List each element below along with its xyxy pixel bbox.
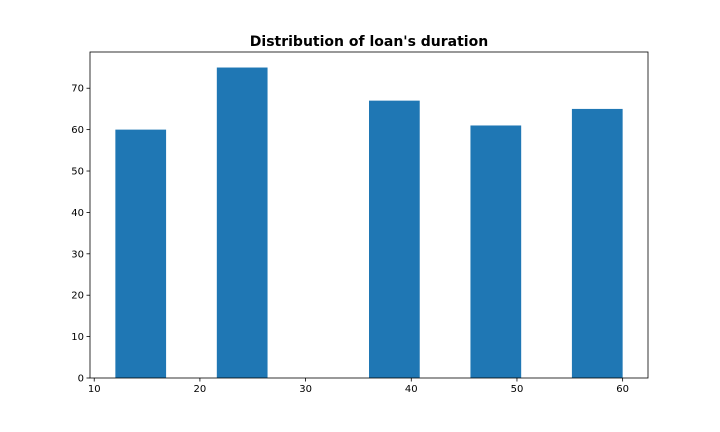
y-tick-label: 30 [71,249,84,260]
x-tick-label: 20 [194,384,207,395]
x-tick-label: 40 [405,384,418,395]
y-tick-label: 20 [71,291,84,302]
y-axis-ticks: 0 10 20 30 40 50 60 70 [71,84,90,385]
histogram-bar-7 [470,125,522,378]
y-tick-label: 40 [71,208,84,219]
bars-group [115,67,623,379]
y-tick-label: 50 [71,167,84,178]
y-tick-label: 60 [71,125,84,136]
histogram-bar-9 [571,108,623,379]
chart-title: Distribution of loan's duration [250,34,488,50]
x-tick-label: 10 [88,384,101,395]
y-tick-label: 0 [78,374,84,385]
y-tick-label: 10 [71,332,84,343]
x-tick-label: 50 [511,384,524,395]
x-axis-ticks: 10 20 30 40 50 60 [88,378,629,395]
x-tick-label: 30 [299,384,312,395]
plot-frame [89,51,649,379]
histogram-bar-2 [216,67,268,379]
x-tick-label: 60 [616,384,629,395]
y-tick-label: 70 [71,84,84,95]
histogram-bar-0 [115,129,167,378]
histogram-bar-5 [369,100,420,379]
